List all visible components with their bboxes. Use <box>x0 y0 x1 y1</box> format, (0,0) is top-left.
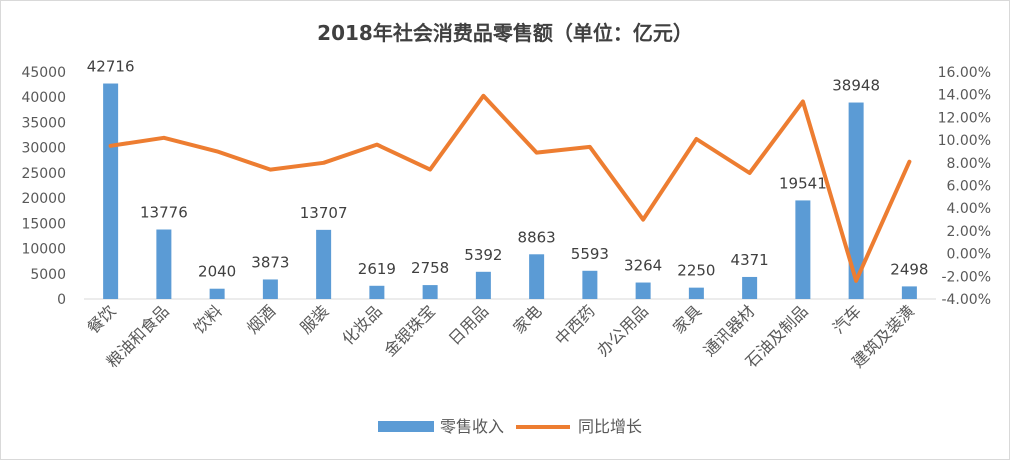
y-right-tick: 14.00% <box>938 88 991 104</box>
bar-14 <box>795 200 811 299</box>
y-right-tick: -4.00% <box>941 292 991 308</box>
growth-line <box>108 93 912 283</box>
bar-series <box>103 83 917 299</box>
y-axis-left: 0 5000 10000 15000 20000 25000 30000 35000 40000… <box>21 65 66 308</box>
data-label: 5593 <box>571 245 609 263</box>
bar-3 <box>209 288 225 299</box>
growth-point-13 <box>748 172 751 175</box>
growth-point-1 <box>109 144 112 147</box>
y-right-tick: 2.00% <box>947 224 991 240</box>
data-label: 42716 <box>87 58 135 76</box>
growth-point-9 <box>535 151 538 154</box>
bar-5 <box>316 229 332 299</box>
chart-title: 2018年社会消费品零售额（单位：亿元） <box>317 21 693 45</box>
y-right-tick: -2.00% <box>941 269 991 285</box>
growth-point-2 <box>162 136 165 139</box>
growth-point-4 <box>269 168 272 171</box>
data-label: 13707 <box>300 204 348 222</box>
bar-13 <box>742 276 758 299</box>
data-label: 3264 <box>624 257 662 275</box>
growth-point-16 <box>908 160 911 163</box>
data-label: 19541 <box>779 174 827 192</box>
growth-point-7 <box>429 168 432 171</box>
y-left-tick: 45000 <box>21 65 66 81</box>
y-right-tick: 4.00% <box>947 201 991 217</box>
bar-10 <box>582 270 598 299</box>
growth-point-11 <box>642 218 645 221</box>
y-left-tick: 25000 <box>21 166 66 182</box>
bar-1 <box>103 83 119 299</box>
y-left-tick: 35000 <box>21 115 66 131</box>
bar-15 <box>848 102 864 299</box>
data-label: 5392 <box>464 246 502 264</box>
y-left-tick: 40000 <box>21 90 66 106</box>
data-label: 8863 <box>518 228 556 246</box>
data-label: 2040 <box>198 263 236 281</box>
legend: 零售收入 同比增长 <box>378 417 642 436</box>
data-label: 4371 <box>731 251 769 269</box>
y-left-tick: 15000 <box>21 216 66 232</box>
y-left-tick: 30000 <box>21 141 66 157</box>
y-right-tick: 10.00% <box>938 133 991 149</box>
data-label: 3873 <box>251 253 289 271</box>
bar-2 <box>156 229 172 299</box>
growth-point-6 <box>375 143 378 146</box>
growth-point-12 <box>695 137 698 140</box>
y-right-tick: 8.00% <box>947 156 991 172</box>
y-right-tick: 12.00% <box>938 110 991 126</box>
data-labels: 42716 13776 2040 3873 13707 2619 2758 5392 8863 5… <box>87 58 929 281</box>
bar-8 <box>475 271 491 299</box>
data-label: 2619 <box>358 260 396 278</box>
data-label: 2498 <box>890 260 928 278</box>
y-right-tick: 0.00% <box>947 247 991 263</box>
bar-6 <box>369 285 385 299</box>
y-axis-right: -4.00% -2.00% 0.00% 2.00% 4.00% 6.00% 8.00% 10.… <box>938 65 991 308</box>
growth-point-14 <box>801 100 804 103</box>
bar-7 <box>422 285 438 299</box>
bar-9 <box>529 254 545 299</box>
growth-point-5 <box>322 161 325 164</box>
line-series <box>108 93 912 283</box>
legend-label-bar: 零售收入 <box>440 417 504 436</box>
y-left-tick: 0 <box>57 292 66 308</box>
data-label: 2250 <box>677 262 715 280</box>
bar-4 <box>262 279 278 299</box>
y-left-tick: 20000 <box>21 191 66 207</box>
data-label: 13776 <box>140 204 188 222</box>
y-left-tick: 10000 <box>21 242 66 258</box>
legend-swatch-bar <box>378 421 434 432</box>
data-label: 38948 <box>832 77 880 95</box>
growth-point-3 <box>216 150 219 153</box>
growth-point-15 <box>855 279 858 282</box>
bar-12 <box>688 287 704 299</box>
bar-16 <box>901 286 917 299</box>
y-left-tick: 5000 <box>30 267 66 283</box>
growth-point-10 <box>588 145 591 148</box>
data-label: 2758 <box>411 259 449 277</box>
y-right-tick: 6.00% <box>947 179 991 195</box>
legend-label-line: 同比增长 <box>578 417 642 436</box>
growth-point-8 <box>482 94 485 97</box>
y-right-tick: 16.00% <box>938 65 991 81</box>
bar-11 <box>635 282 651 299</box>
